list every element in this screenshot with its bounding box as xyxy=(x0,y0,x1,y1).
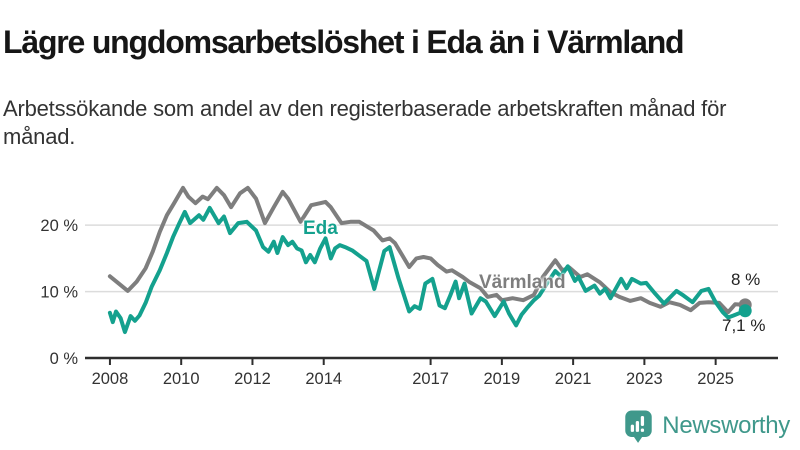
series-line-eda xyxy=(107,205,748,335)
x-axis-tick-label: 2025 xyxy=(697,370,734,388)
series-line-vrmland xyxy=(107,185,748,315)
newsworthy-chart-bubble-icon xyxy=(623,408,654,444)
x-axis-tick-label: 2019 xyxy=(484,370,521,388)
x-axis-tick-label: 2010 xyxy=(163,370,200,388)
page-subtitle: Arbetssökande som andel av den registerb… xyxy=(3,96,727,149)
y-axis-tick-label: 0 % xyxy=(50,350,79,368)
x-axis-tick-label: 2023 xyxy=(626,370,663,388)
y-axis-tick-label: 20 % xyxy=(40,217,78,235)
series-end-dot-eda xyxy=(738,304,752,318)
x-axis-tick-label: 2017 xyxy=(412,370,449,388)
varmland-series-label: Värmland xyxy=(479,272,566,293)
x-axis-tick-label: 2021 xyxy=(555,370,592,388)
eda-series-label: Eda xyxy=(303,218,338,239)
page-title: Lägre ungdomsarbetslöshet i Eda än i Vär… xyxy=(3,24,685,61)
x-axis-tick-label: 2008 xyxy=(92,370,129,388)
eda-end-value: 7,1 % xyxy=(722,316,766,335)
x-axis-tick-label: 2014 xyxy=(305,370,342,388)
newsworthy-logo-text: Newsworthy xyxy=(662,412,790,439)
varmland-end-value: 8 % xyxy=(731,270,761,289)
x-axis-tick-label: 2012 xyxy=(234,370,271,388)
newsworthy-logo: Newsworthy xyxy=(623,408,790,444)
y-axis-tick-label: 10 % xyxy=(40,284,78,302)
